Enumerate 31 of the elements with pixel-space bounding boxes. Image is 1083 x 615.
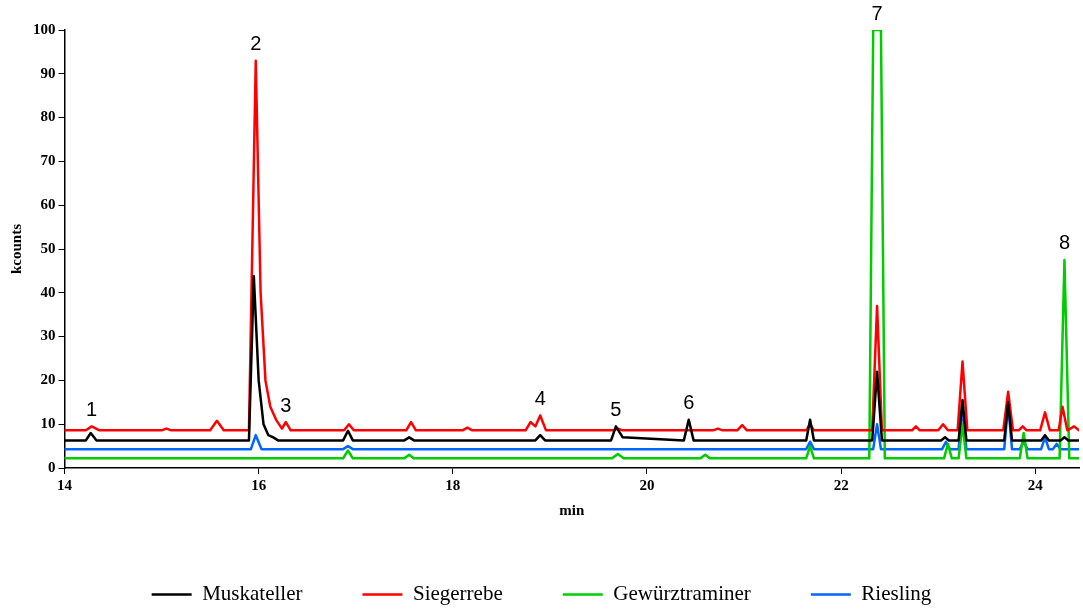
annotation: 1 bbox=[86, 397, 98, 420]
annotation: 7 bbox=[871, 1, 883, 24]
annotation: 8 bbox=[1058, 231, 1070, 254]
x-tick-label: 14 bbox=[57, 476, 73, 493]
y-tick-label: 0 bbox=[48, 458, 56, 475]
x-tick-label: 18 bbox=[445, 476, 461, 493]
annotation: 6 bbox=[683, 391, 695, 414]
annotation: 2 bbox=[250, 32, 262, 55]
y-tick-label: 90 bbox=[40, 64, 56, 81]
x-tick-label: 20 bbox=[639, 476, 655, 493]
y-tick-label: 80 bbox=[40, 108, 56, 125]
x-tick-label: 22 bbox=[833, 476, 849, 493]
y-tick-label: 100 bbox=[33, 20, 56, 37]
y-tick-label: 60 bbox=[40, 196, 56, 213]
y-axis-title: kcounts bbox=[7, 223, 24, 275]
annotation: 3 bbox=[280, 393, 292, 416]
y-tick-label: 30 bbox=[40, 327, 56, 344]
x-tick-label: 24 bbox=[1027, 476, 1044, 493]
x-tick-label: 16 bbox=[251, 476, 267, 493]
legend-label: Gewürztraminer bbox=[613, 581, 751, 606]
legend-label: Muskateller bbox=[202, 581, 303, 606]
y-tick-label: 40 bbox=[40, 283, 56, 300]
legend-label: Siegerrebe bbox=[412, 581, 503, 606]
y-tick-label: 10 bbox=[40, 415, 56, 432]
annotation: 4 bbox=[534, 386, 546, 409]
x-axis-title: min bbox=[559, 501, 585, 518]
legend-label: Riesling bbox=[861, 581, 932, 606]
annotation: 5 bbox=[610, 397, 622, 420]
y-tick-label: 70 bbox=[40, 152, 56, 169]
y-tick-label: 50 bbox=[40, 239, 56, 256]
y-tick-label: 20 bbox=[40, 371, 56, 388]
